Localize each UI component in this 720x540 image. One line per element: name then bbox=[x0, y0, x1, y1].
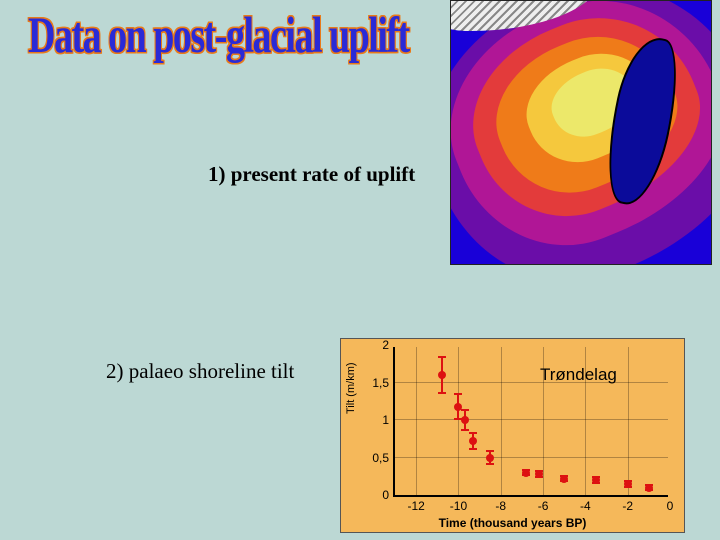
plot-area: Trøndelag 00,511,52-12-10-8-6-4-20 bbox=[393, 347, 668, 497]
uplift-map bbox=[450, 0, 712, 265]
y-tick: 1,5 bbox=[372, 376, 389, 390]
bullet-1: 1) present rate of uplift bbox=[208, 162, 415, 187]
x-tick: -6 bbox=[538, 499, 549, 513]
data-point bbox=[469, 437, 477, 445]
y-tick: 1 bbox=[382, 413, 389, 427]
x-tick: -10 bbox=[450, 499, 467, 513]
tilt-chart: Tilt (m/km) Trøndelag 00,511,52-12-10-8-… bbox=[340, 338, 685, 533]
x-tick: -8 bbox=[495, 499, 506, 513]
x-tick: -4 bbox=[580, 499, 591, 513]
x-axis-label: Time (thousand years BP) bbox=[341, 516, 684, 530]
y-tick: 0 bbox=[382, 488, 389, 502]
y-tick: 0,5 bbox=[372, 451, 389, 465]
bullet-2: 2) palaeo shoreline tilt bbox=[106, 359, 294, 384]
x-tick: -2 bbox=[622, 499, 633, 513]
x-tick: 0 bbox=[667, 499, 674, 513]
y-axis-label: Tilt (m/km) bbox=[345, 362, 357, 414]
slide-title: Data on post-glacial uplift bbox=[28, 6, 409, 65]
data-point bbox=[438, 371, 446, 379]
data-point bbox=[535, 470, 543, 478]
data-point bbox=[560, 475, 568, 483]
data-point bbox=[522, 469, 530, 477]
x-tick: -12 bbox=[407, 499, 424, 513]
data-point bbox=[461, 416, 469, 424]
data-point bbox=[592, 476, 600, 484]
data-point bbox=[624, 480, 632, 488]
data-point bbox=[486, 454, 494, 462]
y-tick: 2 bbox=[382, 338, 389, 352]
data-point bbox=[645, 484, 653, 492]
